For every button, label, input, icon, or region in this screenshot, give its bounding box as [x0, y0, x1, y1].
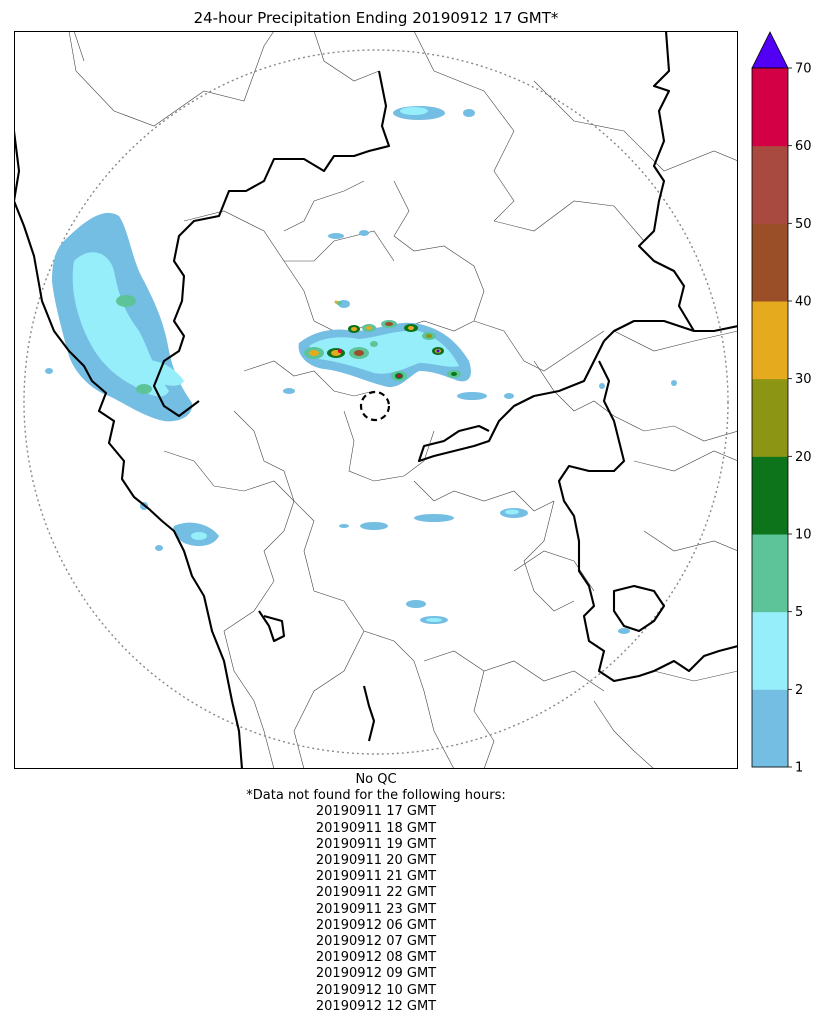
missing-hour: 20190912 10 GMT [315, 982, 437, 998]
colorbar-tick-label: 60 [795, 139, 812, 154]
precipitation-colorbar: 1 2 5 10 20 30 40 50 60 70 [751, 31, 812, 774]
missing-hour: 20190912 09 GMT [315, 966, 437, 982]
radar-site-marker [359, 390, 391, 422]
colorbar-tick-label: 30 [795, 372, 812, 387]
missing-hour: 20190911 20 GMT [315, 853, 437, 869]
colorbar-extend-triangle [751, 31, 789, 69]
missing-hour: 20190911 18 GMT [315, 820, 437, 836]
colorbar-tick-label: 50 [795, 217, 812, 232]
colorbar-segment [752, 223, 788, 302]
colorbar-segment [752, 145, 788, 224]
map-title: 24-hour Precipitation Ending 20190912 17… [193, 9, 559, 27]
district-boundaries [68, 31, 738, 769]
colorbar-segment [752, 689, 788, 768]
missing-hour: 20190911 21 GMT [315, 869, 437, 885]
colorbar-segment [752, 68, 788, 147]
colorbar-tick-label: 5 [795, 605, 803, 620]
qc-status: No QC [355, 772, 397, 787]
missing-hour: 20190912 06 GMT [315, 917, 437, 933]
colorbar-segment [752, 378, 788, 457]
colorbar-tick-label: 70 [795, 62, 812, 77]
precipitation-map [14, 31, 738, 769]
colorbar-tick-label: 40 [795, 295, 812, 310]
missing-hour: 20190911 23 GMT [315, 901, 437, 917]
missing-hour: 20190911 17 GMT [315, 804, 437, 820]
missing-hour: 20190912 08 GMT [315, 950, 437, 966]
missing-hour: 20190912 07 GMT [315, 934, 437, 950]
missing-hour: 20190911 22 GMT [315, 885, 437, 901]
missing-hour: 20190911 19 GMT [315, 836, 437, 852]
colorbar-frame [751, 67, 789, 768]
colorbar-segment [752, 534, 788, 613]
notes-block: No QC *Data not found for the following … [14, 772, 738, 1015]
colorbar-tick-label: 1 [795, 761, 803, 774]
radar-range-ring [23, 49, 729, 755]
colorbar-segment [752, 301, 788, 380]
colorbar-ticks: 1 2 5 10 20 30 40 50 60 70 [788, 62, 812, 774]
missing-data-header: *Data not found for the following hours: [246, 788, 506, 804]
colorbar-tick-label: 20 [795, 450, 812, 465]
state-boundaries [14, 31, 738, 769]
colorbar-segment [752, 611, 788, 690]
colorbar-tick-label: 10 [795, 528, 812, 543]
colorbar-tick-label: 2 [795, 683, 803, 698]
colorbar-segment [752, 456, 788, 535]
missing-hour: 20190912 12 GMT [315, 998, 437, 1014]
precipitation-field [45, 106, 677, 634]
colorbar-segments [751, 31, 789, 768]
